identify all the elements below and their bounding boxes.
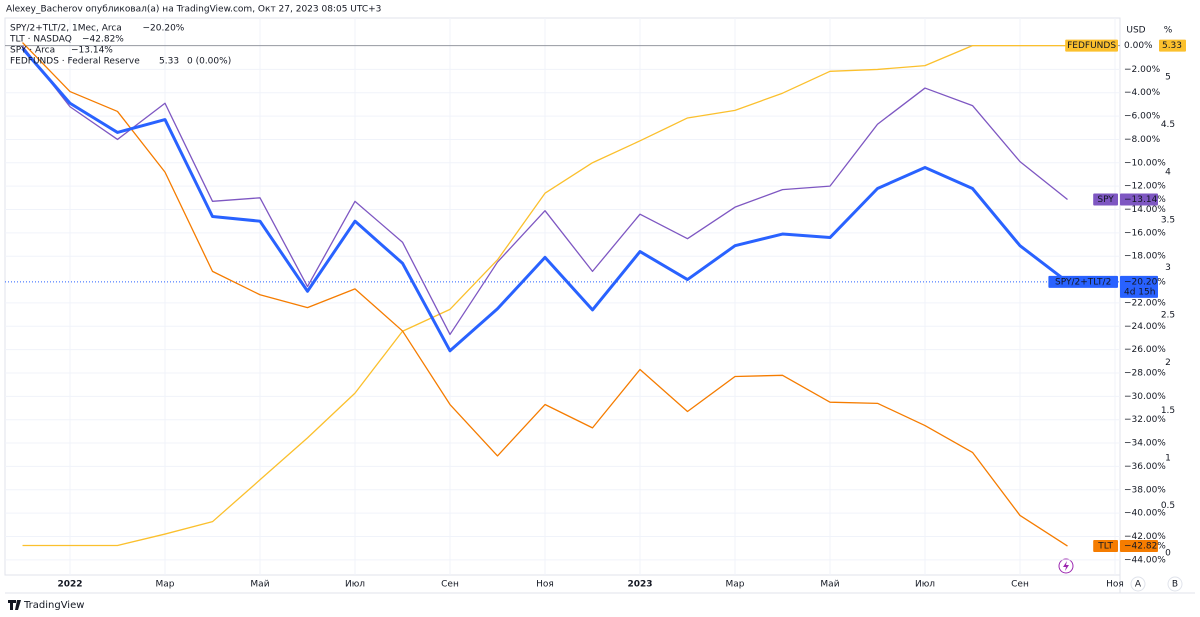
x-tick-label: Ноя xyxy=(1106,580,1124,590)
y-tick-label: −26.00% xyxy=(1124,345,1166,355)
legend-label[interactable]: SPY/2+TLT/2, 1Мес, Arca xyxy=(10,24,122,34)
x-tick-label: Сен xyxy=(1011,580,1029,590)
y-tick-label: −22.00% xyxy=(1124,298,1166,308)
x-tick-label: Май xyxy=(820,580,839,590)
series-tag-value: −20.20% xyxy=(1124,277,1166,287)
y2-tick-label: 0 xyxy=(1165,549,1171,559)
series-value-label: 5.33 xyxy=(1162,41,1182,51)
series-tag-value: −13.14% xyxy=(1124,195,1166,205)
y-tick-label: −14.00% xyxy=(1124,205,1166,215)
legend-change: 0 (0.00%) xyxy=(187,57,231,67)
series-tag-box xyxy=(1093,540,1118,553)
legend-label[interactable]: TLT · NASDAQ xyxy=(9,35,72,45)
y-tick-label: −30.00% xyxy=(1124,392,1166,402)
y-tick-label: −28.00% xyxy=(1124,368,1166,378)
footer-brand: TradingView xyxy=(23,600,84,611)
y-tick-label: −6.00% xyxy=(1124,112,1161,122)
y-tick-label: −24.00% xyxy=(1124,322,1166,332)
x-tick-label: Май xyxy=(250,580,269,590)
x-tick-label: Июл xyxy=(915,580,935,590)
series-value-box xyxy=(1120,540,1158,553)
y-tick-label: −32.00% xyxy=(1124,415,1166,425)
y-tick-label: −4.00% xyxy=(1124,88,1161,98)
x-tick-label: Ноя xyxy=(536,580,554,590)
y2-tick-label: 4.5 xyxy=(1161,120,1175,130)
y-tick-label: −40.00% xyxy=(1124,509,1166,519)
unit-label: % xyxy=(1164,26,1173,36)
y-tick-label: −42.00% xyxy=(1124,532,1166,542)
y2-tick-label: 1.5 xyxy=(1161,406,1175,416)
y-tick-label: −34.00% xyxy=(1124,439,1166,449)
y2-tick-label: 4 xyxy=(1165,168,1171,178)
legend-label[interactable]: SPY · Arca xyxy=(10,46,55,56)
unit-label: USD xyxy=(1126,26,1145,36)
series-value-box xyxy=(1159,39,1186,52)
legend-value: 5.33 xyxy=(159,57,179,67)
y2-tick-label: 2 xyxy=(1165,358,1171,368)
brand-logo xyxy=(8,600,21,610)
legend-label[interactable]: FEDFUNDS · Federal Reserve xyxy=(10,57,140,67)
scale-button[interactable] xyxy=(1130,576,1146,592)
y2-tick-label: 1 xyxy=(1165,453,1171,463)
legend-value: −13.14% xyxy=(71,46,113,56)
y-tick-label: −8.00% xyxy=(1124,135,1161,145)
x-tick-label: Сен xyxy=(441,580,459,590)
y2-tick-label: 5 xyxy=(1165,73,1171,83)
y2-tick-label: 0.5 xyxy=(1161,501,1175,511)
series-line xyxy=(21,45,1068,336)
y2-tick-label: 3.5 xyxy=(1161,215,1175,225)
y-tick-label: −44.00% xyxy=(1124,555,1166,565)
series-tag: FEDFUNDS xyxy=(1067,41,1116,51)
series-value-box xyxy=(1120,193,1158,206)
series-tag-value: −42.82% xyxy=(1124,542,1166,552)
y2-tick-label: 3 xyxy=(1165,263,1171,273)
y-tick-label: −12.00% xyxy=(1124,182,1166,192)
scale-button-label[interactable]: B xyxy=(1172,580,1178,590)
x-tick-label: 2022 xyxy=(57,580,82,590)
x-tick-label: 2023 xyxy=(627,580,652,590)
y-tick-label: −2.00% xyxy=(1124,65,1161,75)
series-tag: SPY/2+TLT/2 xyxy=(1055,277,1111,287)
y-tick-label: −38.00% xyxy=(1124,485,1166,495)
series-value-box xyxy=(1120,275,1158,298)
series-tag: TLT xyxy=(1097,542,1113,552)
y-tick-label: −10.00% xyxy=(1124,158,1166,168)
countdown-label: 4d 15h xyxy=(1124,287,1155,297)
x-tick-label: Июл xyxy=(345,580,365,590)
series-line xyxy=(21,47,1069,353)
scale-button-label[interactable]: A xyxy=(1135,580,1142,590)
series-tag-box xyxy=(1048,275,1118,288)
header-text: Alexey_Bacherov опубликовал(а) на Tradin… xyxy=(6,5,381,15)
scale-button[interactable] xyxy=(1167,576,1183,592)
series-tag: SPY xyxy=(1097,195,1114,205)
x-tick-label: Мар xyxy=(726,580,745,590)
legend-value: −42.82% xyxy=(82,35,124,45)
series-tag-box xyxy=(1093,193,1118,206)
series-line xyxy=(22,42,1068,547)
x-tick-label: Мар xyxy=(156,580,175,590)
y-tick-label: −36.00% xyxy=(1124,462,1166,472)
y-tick-label: −18.00% xyxy=(1124,252,1166,262)
event-icon-bolt xyxy=(1063,561,1069,571)
series-tag-value: 0.00% xyxy=(1124,41,1153,51)
y-tick-label: −16.00% xyxy=(1124,228,1166,238)
series-tag-box xyxy=(1065,39,1118,52)
legend-value: −20.20% xyxy=(143,24,185,34)
y2-tick-label: 2.5 xyxy=(1161,311,1175,321)
series-line xyxy=(22,44,1068,547)
